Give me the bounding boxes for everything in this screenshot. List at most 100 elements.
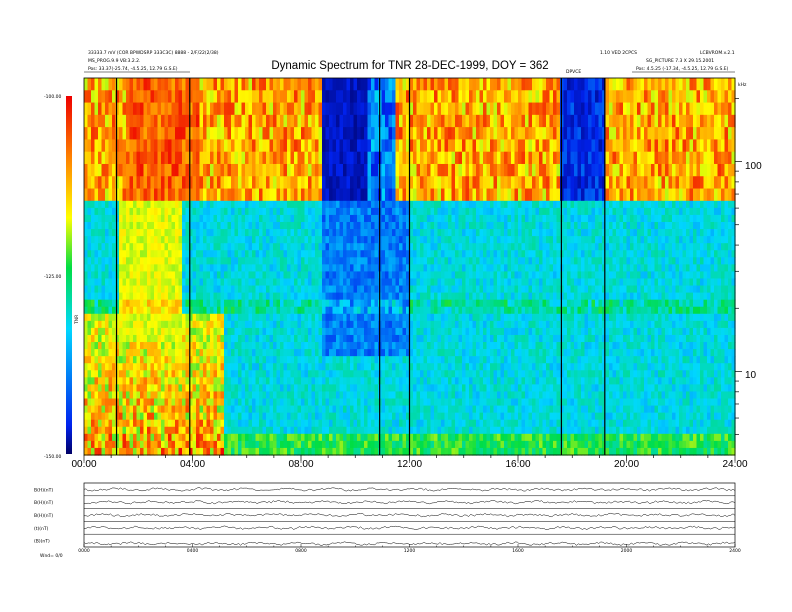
spectrogram-cell [154, 391, 159, 400]
spectrogram-cell [112, 391, 117, 400]
spectrogram-cell [364, 349, 369, 357]
spectrogram-cell [430, 139, 435, 153]
spectrogram-cell [336, 151, 341, 165]
spectrogram-cell [353, 163, 358, 177]
spectrogram-cell [248, 363, 253, 371]
spectrogram-cell [374, 271, 379, 280]
spectrogram-cell [311, 292, 316, 301]
spectrogram-cell [346, 299, 351, 308]
spectrogram-cell [437, 243, 442, 251]
spectrogram-cell [371, 313, 376, 322]
spectrogram-cell [157, 313, 162, 322]
spectrogram-cell [164, 327, 169, 336]
spectrogram-cell [147, 78, 152, 91]
spectrogram-cell [434, 292, 439, 301]
spectrogram-cell [241, 278, 246, 287]
spectrogram-cell [164, 221, 169, 230]
spectrogram-cell [252, 447, 257, 456]
spectrogram-cell [297, 236, 302, 244]
spectrogram-cell [227, 363, 232, 371]
spectrogram-cell [161, 391, 166, 400]
spectrogram-cell [150, 271, 155, 280]
spectrogram-cell [126, 278, 131, 287]
spectrogram-cell [441, 320, 446, 329]
spectrogram-cell [409, 207, 414, 216]
spectrogram-cell [119, 176, 124, 190]
spectrogram-cell [371, 334, 376, 343]
spectrogram-cell [115, 188, 120, 202]
spectrogram-cell [367, 214, 372, 223]
spectrogram-cell [357, 188, 362, 202]
spectrogram-cell [374, 264, 379, 273]
spectrogram-cell [451, 334, 456, 343]
spectrogram-cell [350, 412, 355, 421]
spectrogram-cell [283, 229, 288, 237]
spectrogram-cell [455, 370, 460, 378]
spectrogram-cell [241, 250, 246, 258]
spectrogram-cell [381, 327, 386, 336]
spectrogram-cell [129, 176, 134, 190]
spectrogram-cell [164, 370, 169, 378]
spectrogram-cell [283, 334, 288, 343]
spectrogram-cell [388, 285, 393, 294]
spectrogram-cell [154, 139, 159, 153]
spectrogram-cell [171, 349, 176, 357]
spectrogram-cell [262, 214, 267, 223]
spectrogram-cell [259, 327, 264, 336]
spectrogram-cell [231, 257, 236, 265]
spectrogram-cell [171, 440, 176, 449]
spectrogram-cell [94, 188, 99, 202]
spectrogram-cell [423, 114, 428, 128]
spectrogram-cell [301, 114, 306, 128]
spectrogram-cell [357, 313, 362, 322]
spectrogram-cell [430, 349, 435, 357]
spectrogram-cell [273, 200, 278, 209]
spectrogram-cell [220, 151, 225, 165]
spectrogram-cell [119, 419, 124, 428]
spectrogram-cell [350, 285, 355, 294]
spectrogram-cell [175, 114, 180, 128]
spectrogram-cell [196, 236, 201, 244]
spectrogram-cell [311, 114, 316, 128]
spectrogram-cell [185, 447, 190, 456]
spectrogram-cell [388, 90, 393, 104]
spectrogram-cell [343, 384, 348, 393]
spectrogram-cell [402, 114, 407, 128]
spectrogram-cell [283, 433, 288, 442]
spectrogram-cell [140, 342, 145, 350]
spectrogram-cell [374, 176, 379, 190]
spectrogram-cell [248, 90, 253, 104]
spectrogram-cell [150, 250, 155, 258]
spectrogram-cell [448, 391, 453, 400]
spectrogram-cell [367, 299, 372, 308]
spectrogram-cell [231, 292, 236, 301]
spectrogram-cell [458, 139, 463, 153]
spectrogram-cell [350, 391, 355, 400]
spectrogram-cell [455, 236, 460, 244]
spectrogram-cell [381, 426, 386, 435]
spectrogram-cell [325, 151, 330, 165]
spectrogram-cell [339, 412, 344, 421]
spectrogram-cell [448, 188, 453, 202]
spectrogram-cell [136, 176, 141, 190]
spectrogram-cell [84, 433, 89, 442]
spectrogram-cell [94, 412, 99, 421]
spectrogram-cell [178, 207, 183, 216]
spectrogram-cell [217, 229, 222, 237]
spectrogram-cell [192, 188, 197, 202]
spectrogram-cell [115, 306, 120, 315]
spectrogram-cell [119, 250, 124, 258]
spectrogram-cell [318, 320, 323, 329]
spectrogram-cell [350, 440, 355, 449]
spectrogram-cell [406, 327, 411, 336]
spectrogram-cell [189, 349, 194, 357]
spectrogram-cell [126, 405, 131, 414]
spectrogram-cell [336, 292, 341, 301]
spectrogram-cell [325, 363, 330, 371]
spectrogram-cell [374, 306, 379, 315]
spectrogram-cell [129, 271, 134, 280]
spectrogram-cell [283, 370, 288, 378]
spectrogram-cell [147, 433, 152, 442]
spectrogram-cell [413, 250, 418, 258]
spectrogram-cell [297, 90, 302, 104]
